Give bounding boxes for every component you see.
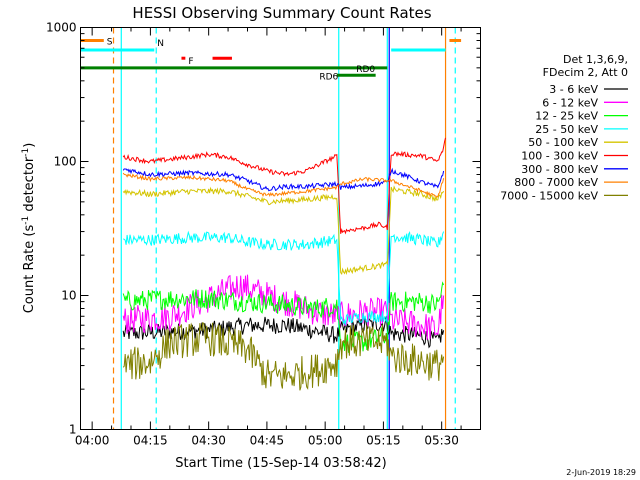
series-line-8	[122, 322, 445, 391]
series-line-0	[122, 316, 445, 349]
legend-entry-label: 12 - 25 keV	[535, 110, 598, 123]
series-line-2	[122, 281, 445, 354]
legend-entry-label: 3 - 6 keV	[549, 83, 598, 96]
x-axis: 04:00 04:15 04:30 04:45 05:00 05:15 05:30	[75, 27, 481, 448]
flag-label-rd0: RD0	[356, 65, 375, 75]
legend-header: FDecim 2, Att 0	[543, 66, 628, 79]
legend-entry-label: 7000 - 15000 keV	[500, 189, 598, 202]
y-tick-label: 10	[61, 289, 76, 303]
x-tick-label: 05:30	[424, 434, 459, 448]
legend-entry-label: 300 - 800 keV	[521, 163, 598, 176]
flag-label-s: S	[107, 37, 113, 47]
plot-frame	[80, 27, 481, 430]
y-tick-label: 100	[54, 155, 77, 169]
y-axis: 1 10 100 1000	[46, 21, 481, 437]
series-line-5	[122, 137, 446, 235]
x-tick-label: 04:30	[191, 434, 226, 448]
series-line-7	[122, 172, 445, 198]
legend-entry-label: 50 - 100 keV	[528, 136, 598, 149]
x-tick-label: 05:15	[366, 434, 401, 448]
flag-label-rd6: RD6	[319, 72, 338, 82]
legend-entry-label: 6 - 12 keV	[542, 96, 598, 109]
legend-header: Det 1,3,6,9,	[563, 53, 628, 66]
series-line-3	[122, 230, 445, 326]
x-axis-label: Start Time (15-Sep-14 03:58:42)	[175, 456, 386, 471]
legend-entry-label: 25 - 50 keV	[535, 123, 598, 136]
chart-title: HESSI Observing Summary Count Rates	[132, 4, 431, 22]
flag-label-f: F	[188, 57, 193, 67]
series-line-1	[122, 274, 445, 340]
legend-entry-label: 100 - 300 keV	[521, 150, 598, 163]
series-line-4	[122, 185, 445, 276]
x-tick-label: 04:00	[75, 434, 110, 448]
x-tick-label: 04:15	[133, 434, 168, 448]
y-axis-label: Count Rate (s-1 detector-1)	[21, 143, 37, 314]
series-line-6	[122, 167, 445, 192]
y-tick-label: 1000	[46, 21, 77, 35]
x-tick-label: 05:00	[308, 434, 343, 448]
flag-label-n: N	[157, 39, 164, 49]
x-tick-label: 04:45	[250, 434, 285, 448]
y-tick-label: 1	[69, 423, 77, 437]
footer-date: 2-Jun-2019 18:29	[566, 468, 636, 477]
legend-entry-label: 800 - 7000 keV	[514, 176, 598, 189]
